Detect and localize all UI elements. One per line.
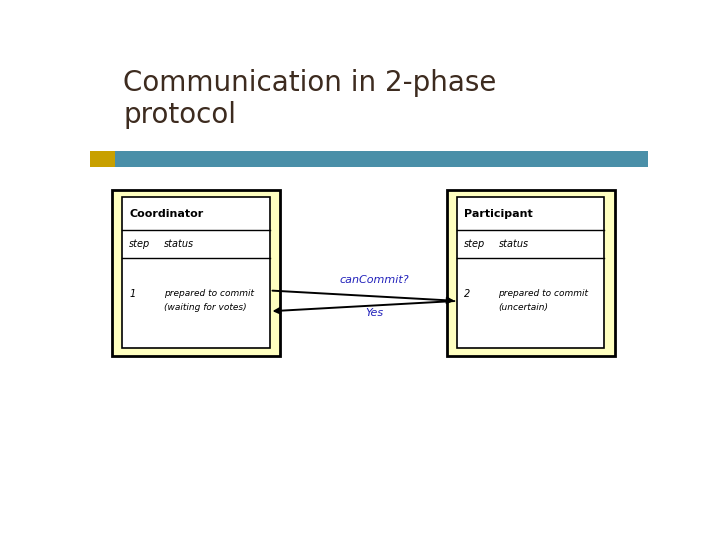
Text: canCommit?: canCommit? — [340, 275, 410, 285]
Bar — [457, 197, 605, 348]
Bar — [90, 151, 115, 167]
Bar — [90, 151, 648, 167]
Text: Coordinator: Coordinator — [129, 208, 203, 219]
Text: step: step — [129, 239, 150, 249]
Text: Yes: Yes — [366, 308, 384, 318]
Bar — [447, 190, 615, 356]
Text: status: status — [163, 239, 194, 249]
Text: Communication in 2-phase
protocol: Communication in 2-phase protocol — [124, 69, 497, 130]
Text: 2: 2 — [464, 289, 470, 299]
Bar — [112, 190, 280, 356]
Text: prepared to commit: prepared to commit — [498, 289, 588, 298]
Bar — [122, 197, 270, 348]
Text: step: step — [464, 239, 485, 249]
Text: (waiting for votes): (waiting for votes) — [163, 303, 246, 313]
Text: status: status — [498, 239, 528, 249]
Text: Participant: Participant — [464, 208, 533, 219]
Text: prepared to commit: prepared to commit — [163, 289, 253, 298]
Text: 1: 1 — [129, 289, 135, 299]
Text: (uncertain): (uncertain) — [498, 303, 549, 313]
